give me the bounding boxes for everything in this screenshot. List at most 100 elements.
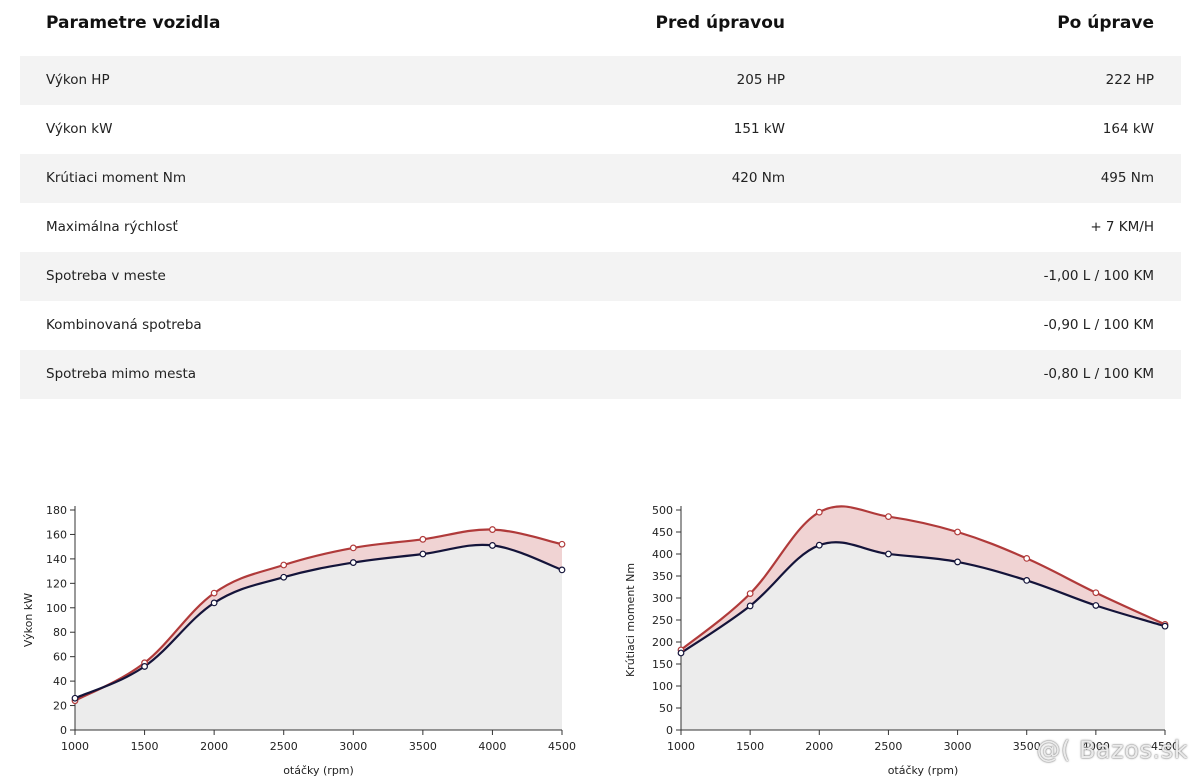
table-row: Spotreba v meste -1,00 L / 100 KM <box>20 252 1181 301</box>
power-y-tick-label: 100 <box>46 602 67 615</box>
power-line-stock <box>74 543 563 700</box>
power-line-tuned <box>74 528 563 702</box>
torque-y-tick-label: 350 <box>652 570 673 583</box>
torque-y-tick-label: 250 <box>652 614 673 627</box>
torque-x-tick-label: 4000 <box>1082 740 1110 753</box>
power-point-stock <box>280 573 288 581</box>
header-parameters: Parametre vozidla <box>46 13 221 33</box>
torque-point-stock <box>1023 576 1031 584</box>
torque-point-stock <box>746 602 754 610</box>
power-y-tick-label: 120 <box>46 577 67 590</box>
torque-y-tick-label: 150 <box>652 658 673 671</box>
power-x-tick-label: 3500 <box>409 740 437 753</box>
power-y-tick-label: 160 <box>46 528 67 541</box>
power-y-tick-label: 140 <box>46 553 67 566</box>
spec-table: Parametre vozidla Pred úpravou Po úprave… <box>20 0 1181 399</box>
torque-point-stock <box>815 541 823 549</box>
torque-y-tick-label: 450 <box>652 526 673 539</box>
torque-point-tuned <box>746 590 754 597</box>
row-after: -0,90 L / 100 KM <box>1043 317 1154 333</box>
power-point-stock <box>71 694 79 702</box>
watermark-logo: @( Bazos.sk <box>1036 736 1188 764</box>
torque-x-tick-label: 3500 <box>1013 740 1041 753</box>
torque-y-tick-label: 0 <box>666 724 673 737</box>
spec-table-body: Výkon HP 205 HP 222 HP Výkon kW 151 kW 1… <box>20 56 1181 399</box>
power-x-tick-label: 4500 <box>548 740 576 753</box>
torque-point-stock <box>677 649 685 657</box>
power-point-tuned <box>489 526 496 533</box>
power-point-stock <box>210 599 218 607</box>
table-row: Kombinovaná spotreba -0,90 L / 100 KM <box>20 301 1181 350</box>
torque-point-tuned <box>1092 589 1100 597</box>
torque-x-tick-label: 4500 <box>1151 740 1179 753</box>
torque-y-label: Krútiaci moment Nm <box>624 563 637 677</box>
power-y-tick-label: 60 <box>53 651 67 664</box>
power-point-tuned <box>558 540 566 548</box>
torque-x-label: otáčky (rpm) <box>888 764 959 777</box>
power-point-stock <box>141 663 148 670</box>
power-y-label: Výkon kW <box>22 593 35 647</box>
power-point-tuned <box>280 561 288 569</box>
table-row: Výkon HP 205 HP 222 HP <box>20 56 1181 105</box>
torque-point-tuned <box>1023 554 1031 562</box>
header-before: Pred úpravou <box>655 13 785 33</box>
torque-x-tick-label: 3000 <box>944 740 972 753</box>
power-point-stock <box>489 542 496 549</box>
torque-point-tuned <box>885 513 892 521</box>
power-point-stock <box>419 550 427 558</box>
row-name: Spotreba v meste <box>46 268 166 284</box>
row-before: 205 HP <box>736 72 785 88</box>
row-name: Spotreba mimo mesta <box>46 366 197 382</box>
torque-point-tuned <box>815 508 823 516</box>
power-x-label: otáčky (rpm) <box>283 764 354 777</box>
table-row: Krútiaci moment Nm 420 Nm 495 Nm <box>20 154 1181 203</box>
power-y-tick-label: 40 <box>53 675 67 688</box>
row-name: Krútiaci moment Nm <box>46 170 186 186</box>
power-y-tick-label: 0 <box>60 724 67 737</box>
power-x-tick-label: 1000 <box>61 740 89 753</box>
torque-point-stock <box>1161 622 1169 630</box>
power-y-tick-label: 180 <box>46 504 67 517</box>
row-after: -1,00 L / 100 KM <box>1043 268 1154 284</box>
row-after: -0,80 L / 100 KM <box>1043 366 1154 382</box>
torque-x-tick-label: 2000 <box>805 740 833 753</box>
row-name: Kombinovaná spotreba <box>46 317 202 333</box>
power-x-tick-label: 2000 <box>200 740 228 753</box>
spec-table-header: Parametre vozidla Pred úpravou Po úprave <box>20 0 1181 56</box>
torque-y-tick-label: 500 <box>652 504 673 517</box>
row-before: 420 Nm <box>731 170 785 186</box>
row-name: Výkon kW <box>46 121 113 137</box>
torque-y-tick-label: 50 <box>659 702 673 715</box>
power-point-stock <box>349 559 357 566</box>
power-chart: 0 20 40 60 80 100 120 140 160 180 1000 1500 2000 2500… <box>22 504 576 777</box>
torque-point-stock <box>1092 602 1100 609</box>
row-name: Výkon HP <box>46 72 110 88</box>
torque-x-tick-label: 1500 <box>736 740 764 753</box>
torque-point-stock <box>954 558 961 566</box>
power-point-stock <box>558 566 566 574</box>
row-after: 222 HP <box>1105 72 1154 88</box>
row-after: 495 Nm <box>1100 170 1154 186</box>
torque-y-tick-label: 300 <box>652 592 673 605</box>
power-y-tick-label: 20 <box>53 700 67 713</box>
torque-point-stock <box>885 550 892 558</box>
torque-point-tuned <box>954 528 961 536</box>
header-after: Po úprave <box>1057 13 1154 33</box>
table-row: Spotreba mimo mesta -0,80 L / 100 KM <box>20 350 1181 399</box>
power-point-tuned <box>419 535 427 543</box>
power-point-tuned <box>349 544 357 552</box>
row-after: + 7 KM/H <box>1090 219 1154 235</box>
power-y-tick-label: 80 <box>53 626 67 639</box>
row-before: 151 kW <box>733 121 785 137</box>
row-name: Maximálna rýchlosť <box>46 219 178 235</box>
torque-y-tick-label: 200 <box>652 636 673 649</box>
power-area-stock <box>75 544 562 730</box>
torque-y-tick-label: 400 <box>652 548 673 561</box>
row-after: 164 kW <box>1102 121 1154 137</box>
torque-x-tick-label: 2500 <box>874 740 902 753</box>
torque-chart: 0 50 100 150 200 250 300 350 400 450 500 1000 1500 20… <box>624 504 1179 777</box>
power-x-tick-label: 2500 <box>270 740 298 753</box>
torque-area-stock <box>681 542 1165 730</box>
torque-y-tick-label: 100 <box>652 680 673 693</box>
power-point-tuned <box>210 589 218 597</box>
